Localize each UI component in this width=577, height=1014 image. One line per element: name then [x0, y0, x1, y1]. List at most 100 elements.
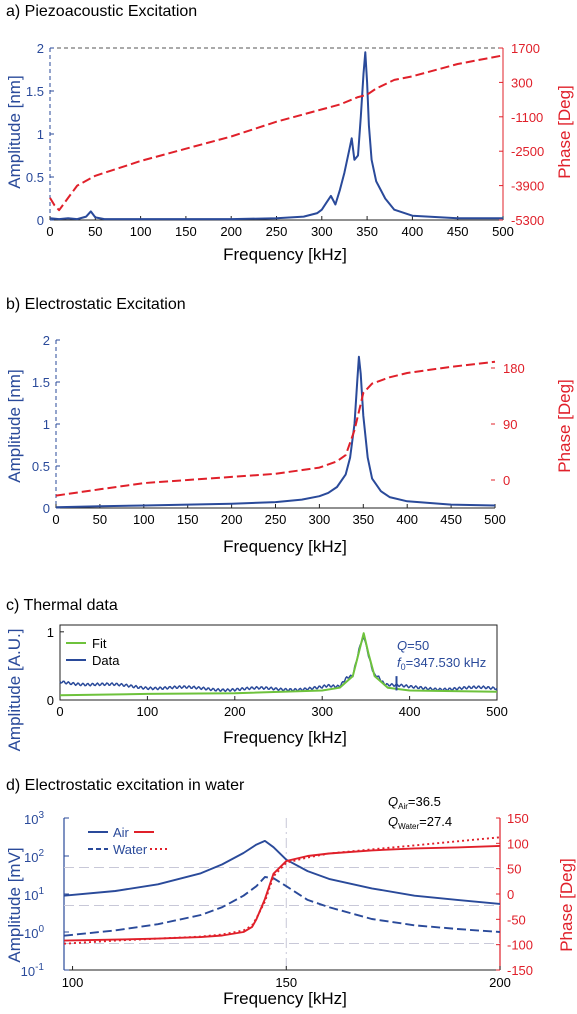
x-tick-label: 350 — [352, 512, 374, 527]
y-tick-label: 1 — [37, 127, 44, 142]
x-tick-label: 200 — [221, 512, 243, 527]
x-tick-label: 300 — [311, 704, 333, 719]
y-tick-label: 101 — [24, 886, 44, 903]
x-tick-label: 450 — [447, 224, 469, 239]
x-tick-label: 50 — [93, 512, 107, 527]
x-tick-label: 150 — [175, 224, 197, 239]
panel-a-y2label: Phase [Deg] — [555, 85, 574, 179]
y-tick-label: 0 — [47, 693, 54, 708]
y2-tick-label: -2500 — [511, 144, 544, 159]
y2-tick-label: 150 — [507, 811, 529, 826]
panel-d-ylabel: Amplitude [mV] — [5, 847, 24, 962]
panel-b-title: b) Electrostatic Excitation — [6, 296, 186, 313]
phase-series-line — [55, 360, 496, 497]
y-tick-label: 102 — [24, 848, 44, 865]
amplitude-water-series-line — [63, 876, 501, 937]
panel-a-chart: 0 50 100 150 200 250 300 350 400 450 500 0 0.5 1 1.5 2 -… — [26, 41, 544, 239]
y-tick-label: 1 — [43, 417, 50, 432]
panel-c-xlabel: Frequency [kHz] — [223, 728, 347, 747]
amplitude-series-line — [55, 355, 496, 509]
x-tick-label: 250 — [265, 512, 287, 527]
y-tick-label: 2 — [37, 41, 44, 56]
amplitude-air-series-line — [63, 839, 501, 905]
panel-a-title: a) Piezoacoustic Excitation — [6, 3, 197, 20]
y2-tick-label: -1100 — [511, 110, 543, 125]
q-annotation: Q=50 — [397, 638, 429, 653]
y-tick-label: 1 — [47, 625, 54, 640]
x-tick-label: 100 — [130, 224, 152, 239]
y2-tick-label: -150 — [507, 963, 533, 978]
y2-tick-label: -3900 — [511, 179, 544, 194]
legend-water-label: Water — [113, 842, 148, 857]
plot-frame — [59, 624, 498, 701]
panel-b-ylabel: Amplitude [nm] — [5, 369, 24, 482]
y2-tick-label: 0 — [503, 473, 510, 488]
y2-tick-label: 50 — [507, 862, 521, 877]
x-tick-label: 500 — [484, 512, 506, 527]
y-tick-label: 10-1 — [21, 962, 45, 979]
panel-c-ylabel: Amplitude [A.U.] — [5, 629, 24, 752]
x-tick-label: 300 — [311, 224, 333, 239]
phase-series-line — [49, 54, 504, 212]
x-tick-label: 450 — [440, 512, 462, 527]
panel-c-chart: 0 100 200 300 400 500 0 1 Fit Data Q=50 f0=347.530 … — [47, 624, 508, 719]
x-tick-label: 400 — [396, 512, 418, 527]
panel-d-title: d) Electrostatic excitation in water — [6, 777, 245, 794]
y-tick-label: 0.5 — [32, 459, 50, 474]
q-water-annotation: QWater=27.4 — [388, 814, 452, 831]
panel-b-xlabel: Frequency [kHz] — [223, 537, 347, 556]
x-tick-label: 100 — [133, 512, 155, 527]
phase-air-series-line — [63, 844, 501, 942]
x-tick-label: 350 — [356, 224, 378, 239]
y-tick-label: 1.5 — [26, 84, 44, 99]
y-tick-label: 0 — [43, 501, 50, 516]
x-tick-label: 150 — [275, 975, 297, 990]
x-tick-label: 200 — [224, 704, 246, 719]
y-tick-label: 1.5 — [32, 375, 50, 390]
y-tick-label: 0 — [37, 213, 44, 228]
x-tick-label: 0 — [52, 512, 59, 527]
panel-b-chart: 0 50 100 150 200 250 300 350 400 450 500 0 0.5 1 1.5 2 0… — [32, 333, 525, 527]
y2-tick-label: -5300 — [511, 213, 544, 228]
amplitude-series-line — [49, 51, 503, 221]
x-tick-label: 200 — [220, 224, 242, 239]
y2-tick-label: -50 — [507, 912, 526, 927]
y2-tick-label: 90 — [503, 417, 517, 432]
f0-annotation: f0=347.530 kHz — [397, 655, 486, 672]
x-tick-label: 400 — [402, 224, 424, 239]
y2-tick-label: 0 — [507, 887, 514, 902]
y-tick-label: 2 — [43, 333, 50, 348]
x-tick-label: 100 — [62, 975, 84, 990]
panel-a-ylabel: Amplitude [nm] — [5, 75, 24, 188]
y-tick-label: 103 — [24, 810, 44, 827]
x-tick-label: 0 — [46, 224, 53, 239]
x-tick-label: 500 — [486, 704, 508, 719]
y2-tick-label: 300 — [511, 75, 533, 90]
panel-d-y2label: Phase [Deg] — [557, 858, 576, 952]
y2-tick-label: 180 — [503, 361, 525, 376]
x-tick-label: 400 — [399, 704, 421, 719]
x-tick-label: 250 — [266, 224, 288, 239]
x-tick-label: 150 — [177, 512, 199, 527]
panel-a-xlabel: Frequency [kHz] — [223, 245, 347, 264]
y2-tick-label: 100 — [507, 836, 529, 851]
fit-series-line — [59, 632, 498, 697]
y-tick-label: 0.5 — [26, 170, 44, 185]
y2-tick-label: -100 — [507, 938, 533, 953]
legend-data-label: Data — [92, 653, 120, 668]
legend-air-label: Air — [113, 825, 130, 840]
y2-tick-label: 1700 — [511, 41, 540, 56]
panel-d-xlabel: Frequency [kHz] — [223, 989, 347, 1008]
x-tick-label: 500 — [492, 224, 514, 239]
panel-b-y2label: Phase [Deg] — [555, 379, 574, 473]
legend-fit-label: Fit — [92, 636, 107, 651]
x-tick-label: 100 — [137, 704, 159, 719]
x-tick-label: 300 — [309, 512, 331, 527]
data-series-line — [59, 635, 498, 693]
y-tick-label: 100 — [24, 924, 44, 941]
panel-c-title: c) Thermal data — [6, 597, 118, 614]
q-air-annotation: QAir=36.5 — [388, 794, 441, 811]
x-tick-label: 0 — [56, 704, 63, 719]
panel-d-chart: 100 150 200 10-1 100 101 102 103 -150 -100 -50 0 50 1… — [21, 794, 533, 990]
